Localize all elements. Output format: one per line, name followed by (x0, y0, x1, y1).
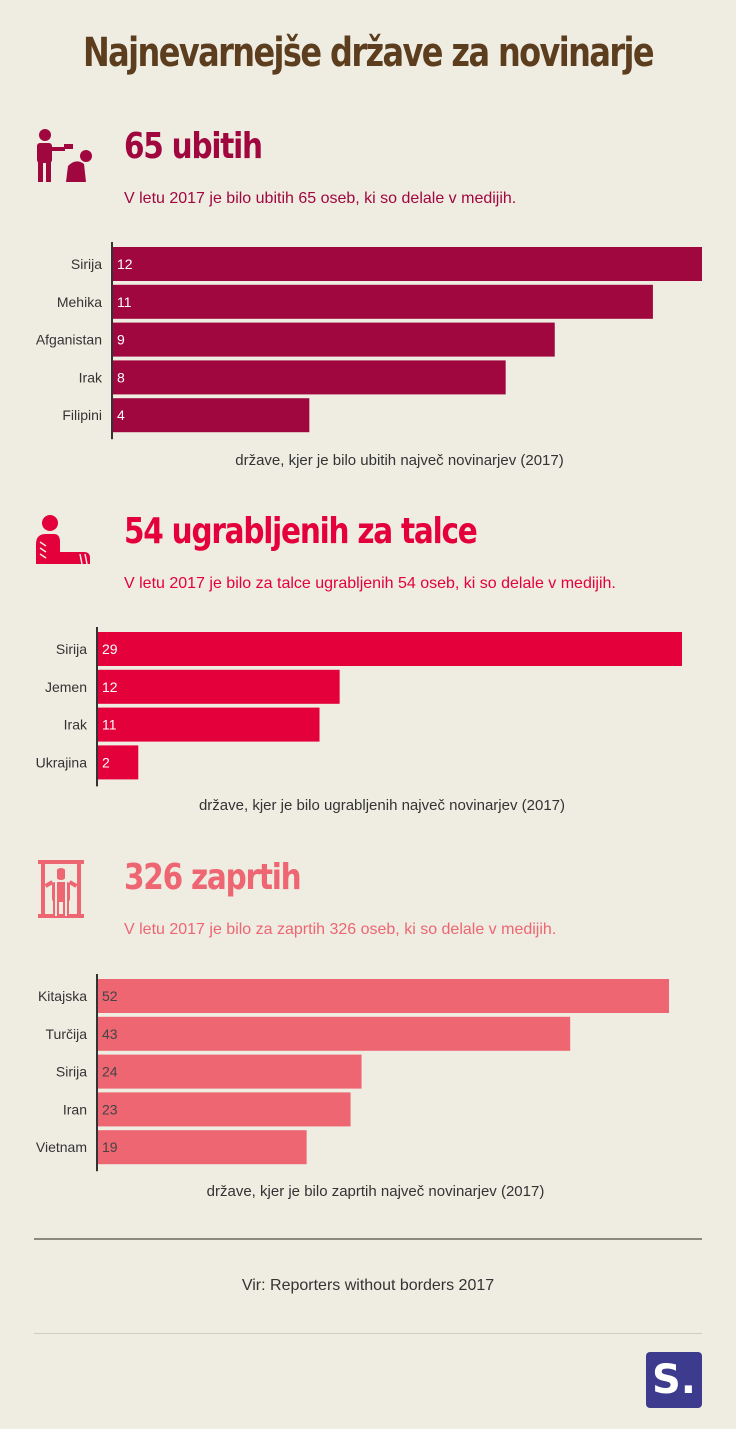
category-label: Iran (63, 1101, 87, 1117)
section-subtitle: V letu 2017 je bilo za talce ugrabljenih… (124, 575, 616, 592)
x-axis-label: države, kjer je bilo ubitih največ novin… (235, 452, 564, 469)
category-label: Ukrajina (36, 754, 88, 770)
data-label: 2 (102, 754, 110, 770)
x-axis-label: države, kjer je bilo zaprtih največ novi… (207, 1183, 545, 1200)
data-label: 23 (102, 1101, 118, 1117)
data-label: 12 (102, 679, 118, 695)
bar (113, 360, 506, 395)
bar (98, 745, 139, 780)
page-title: Najnevarnejše države za novinarje (83, 30, 655, 76)
prisoner-icon (38, 860, 84, 918)
category-label: Mehika (57, 294, 102, 310)
bar (98, 1130, 307, 1165)
category-label: Sirija (71, 256, 102, 272)
category-label: Irak (64, 717, 88, 733)
bar (113, 284, 653, 319)
category-label: Sirija (56, 641, 87, 657)
killed-journalist-icon (37, 129, 92, 182)
category-label: Irak (79, 369, 103, 385)
bar (113, 398, 310, 433)
bar (98, 979, 669, 1013)
bar (98, 1016, 571, 1051)
category-label: Afganistan (36, 332, 102, 348)
data-label: 43 (102, 1026, 118, 1042)
bar (98, 669, 340, 704)
section-title: 54 ugrabljenih za talce (124, 511, 478, 552)
data-label: 4 (117, 407, 125, 423)
bar (98, 632, 682, 666)
data-label: 8 (117, 369, 125, 385)
footer-divider (34, 1238, 702, 1240)
hostage-icon (36, 515, 90, 565)
x-axis-label: države, kjer je bilo ugrabljenih največ … (199, 797, 565, 814)
data-label: 52 (102, 988, 118, 1004)
data-label: 19 (102, 1139, 118, 1155)
y-axis-line (96, 627, 98, 787)
section-subtitle: V letu 2017 je bilo ubitih 65 oseb, ki s… (124, 190, 517, 207)
y-axis-line (111, 242, 113, 440)
site-logo: S. (646, 1352, 702, 1408)
data-label: 24 (102, 1064, 118, 1080)
category-label: Vietnam (36, 1139, 87, 1155)
bar (113, 247, 702, 281)
category-label: Jemen (45, 679, 87, 695)
category-label: Turčija (46, 1026, 88, 1042)
category-label: Sirija (56, 1064, 87, 1080)
section-title: 65 ubitih (124, 126, 263, 167)
bar (98, 1054, 362, 1089)
category-label: Kitajska (38, 988, 87, 1004)
section-subtitle: V letu 2017 je bilo za zaprtih 326 oseb,… (124, 921, 557, 938)
data-label: 11 (117, 294, 132, 310)
data-label: 11 (102, 717, 117, 733)
footer-divider-thin (34, 1333, 702, 1334)
data-label: 29 (102, 641, 118, 657)
section-title: 326 zaprtih (124, 857, 302, 898)
bar (98, 1092, 351, 1127)
bar (98, 707, 320, 742)
source-note: Vir: Reporters without borders 2017 (241, 1277, 495, 1294)
data-label: 9 (117, 332, 125, 348)
data-label: 12 (117, 256, 133, 272)
y-axis-line (96, 974, 98, 1172)
category-label: Filipini (62, 407, 102, 423)
bar (113, 322, 555, 357)
